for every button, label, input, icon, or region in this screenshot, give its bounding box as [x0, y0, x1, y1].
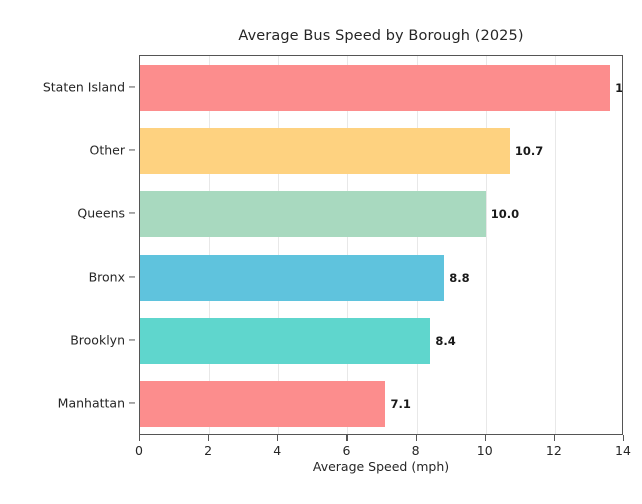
x-tick-label: 14 — [615, 443, 631, 458]
x-tick-mark — [346, 435, 348, 441]
gridline — [347, 56, 349, 434]
bar-row: 7.1 — [140, 373, 622, 434]
x-tick-label: 12 — [545, 443, 562, 458]
y-tick-mark — [129, 149, 135, 151]
y-tick-label: Bronx — [88, 269, 125, 285]
y-tick-label: Manhattan — [57, 395, 125, 411]
x-tick-label: 8 — [411, 443, 420, 458]
x-tick-mark — [139, 435, 141, 441]
bar-value-label: 10.7 — [514, 143, 544, 158]
x-tick-mark — [623, 435, 625, 441]
bar-value-label: 13.6 — [615, 80, 623, 95]
gridline — [278, 56, 280, 434]
x-tick-mark — [415, 435, 417, 441]
gridline — [554, 56, 556, 434]
bar-row: 13.6 — [140, 56, 622, 119]
y-tick-label: Staten Island — [42, 79, 125, 95]
y-tick-label: Brooklyn — [70, 332, 125, 348]
bar-row: 10.7 — [140, 119, 622, 182]
bar[interactable] — [140, 191, 486, 238]
bar-value-label: 8.4 — [435, 333, 456, 348]
y-tick-mark — [129, 402, 135, 404]
x-tick-label: 2 — [204, 443, 213, 458]
y-tick-mark — [129, 276, 135, 278]
x-tick-label: 4 — [273, 443, 282, 458]
x-tick-label: 6 — [342, 443, 351, 458]
bar-value-label: 8.8 — [449, 270, 470, 285]
bar-row: 8.8 — [140, 246, 622, 309]
y-tick-mark — [129, 212, 135, 214]
bar-row: 10.0 — [140, 183, 622, 246]
x-tick-mark — [553, 435, 555, 441]
gridline — [485, 56, 487, 434]
bar-row: 8.4 — [140, 309, 622, 372]
x-tick-mark — [484, 435, 486, 441]
gridline — [209, 56, 211, 434]
bar[interactable] — [140, 64, 611, 111]
bar[interactable] — [140, 317, 431, 364]
bar-value-label: 10.0 — [490, 207, 520, 222]
gridline — [416, 56, 418, 434]
y-axis: Manhattan Brooklyn Bronx Queens Other Staten … — [0, 55, 139, 435]
plot-area: 7.1 8.4 8.8 10.0 10.7 13.6 — [139, 55, 623, 435]
chart-title: Average Bus Speed by Borough (2025) — [238, 28, 524, 44]
x-axis-label: Average Speed (mph) — [312, 459, 450, 474]
x-tick-mark — [208, 435, 210, 441]
y-tick-label: Other — [89, 142, 126, 158]
bar[interactable] — [140, 254, 445, 301]
x-axis: 0 2 4 6 8 10 12 14 — [135, 435, 631, 465]
x-tick-mark — [277, 435, 279, 441]
bar[interactable] — [140, 381, 386, 428]
bar-value-label: 7.1 — [390, 397, 411, 412]
y-tick-label: Queens — [77, 205, 125, 221]
bars-group: 7.1 8.4 8.8 10.0 10.7 13.6 — [140, 56, 622, 434]
y-tick-mark — [129, 339, 135, 341]
x-tick-label: 0 — [135, 443, 143, 458]
x-tick-label: 10 — [476, 443, 493, 458]
y-tick-mark — [129, 86, 135, 88]
bar[interactable] — [140, 127, 510, 174]
